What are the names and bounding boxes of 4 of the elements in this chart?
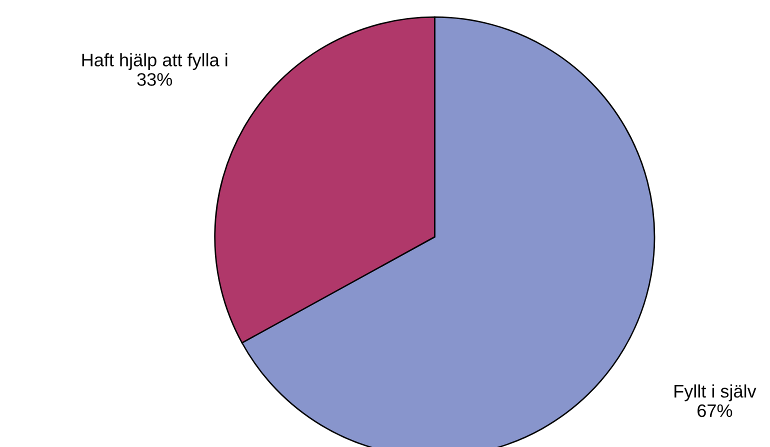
data-label: 67% xyxy=(698,404,732,418)
slice-label: Fyllt i själv xyxy=(674,384,756,402)
data-label: 33% xyxy=(137,73,172,86)
slice-label: Haft hjälp att fylla i xyxy=(82,53,228,70)
